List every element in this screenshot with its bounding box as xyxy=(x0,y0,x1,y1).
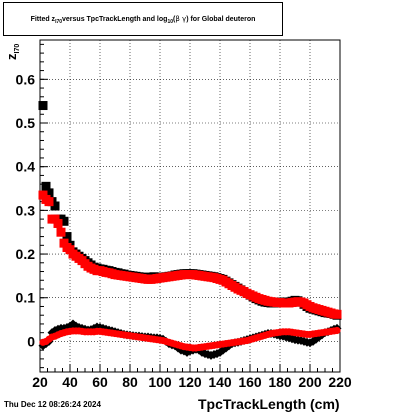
y-tick-label: 0.2 xyxy=(16,246,36,262)
data-point xyxy=(44,188,54,198)
chart-title-sub: I70 xyxy=(55,19,63,25)
y-tick-label: 0.3 xyxy=(16,202,36,218)
x-tick-label: 200 xyxy=(298,374,322,390)
date-stamp: Thu Dec 12 08:26:24 2024 xyxy=(4,400,101,409)
series-layer xyxy=(38,101,342,360)
y-tick-label: 0.1 xyxy=(16,290,36,306)
x-tick-label: 220 xyxy=(328,374,352,390)
y-tick-label: 0.6 xyxy=(16,71,36,87)
chart-title-pre: Fitted z xyxy=(30,15,56,23)
tick-labels-layer: 20 40 60 80 100 120 140 160 180 200 220 0 0.1 0.2 0.3 0… xyxy=(16,71,352,390)
y-tick-label: 0.5 xyxy=(16,115,36,131)
x-tick-label: 140 xyxy=(208,374,232,390)
data-point xyxy=(41,181,51,191)
data-point xyxy=(50,201,60,211)
x-tick-label: 40 xyxy=(62,374,78,390)
data-point xyxy=(62,232,72,242)
x-tick-label: 180 xyxy=(268,374,292,390)
chart-title-sub2: 10 xyxy=(167,19,173,25)
chart-title-box: Fitted z I70 versus TpcTrackLength and l… xyxy=(3,2,283,36)
axes-layer xyxy=(39,39,341,373)
chart-title-mid: versus TpcTrackLength and log xyxy=(62,15,168,23)
series-3 xyxy=(39,326,341,352)
chart-title-post: ) for Global deuteron xyxy=(186,15,256,23)
data-point xyxy=(56,227,66,237)
data-point xyxy=(44,197,54,207)
y-tick-label: 0.4 xyxy=(16,159,36,175)
series-1 xyxy=(38,190,342,319)
x-tick-label: 60 xyxy=(92,374,108,390)
x-tick-label: 160 xyxy=(238,374,262,390)
data-point xyxy=(59,216,69,226)
x-tick-label: 20 xyxy=(32,374,48,390)
chart-title-paren: ( xyxy=(173,15,176,23)
data-point xyxy=(332,309,342,319)
grid-layer xyxy=(39,40,341,372)
x-axis-label: TpcTrackLength (cm) xyxy=(198,396,340,412)
data-point xyxy=(53,218,63,228)
x-tick-label: 120 xyxy=(178,374,202,390)
data-point xyxy=(333,326,341,335)
x-tick-label: 80 xyxy=(122,374,138,390)
x-tick-label: 100 xyxy=(148,374,172,390)
data-point xyxy=(38,101,48,111)
y-tick-label: 0 xyxy=(27,333,35,349)
chart-title-greek: β γ xyxy=(175,15,187,23)
